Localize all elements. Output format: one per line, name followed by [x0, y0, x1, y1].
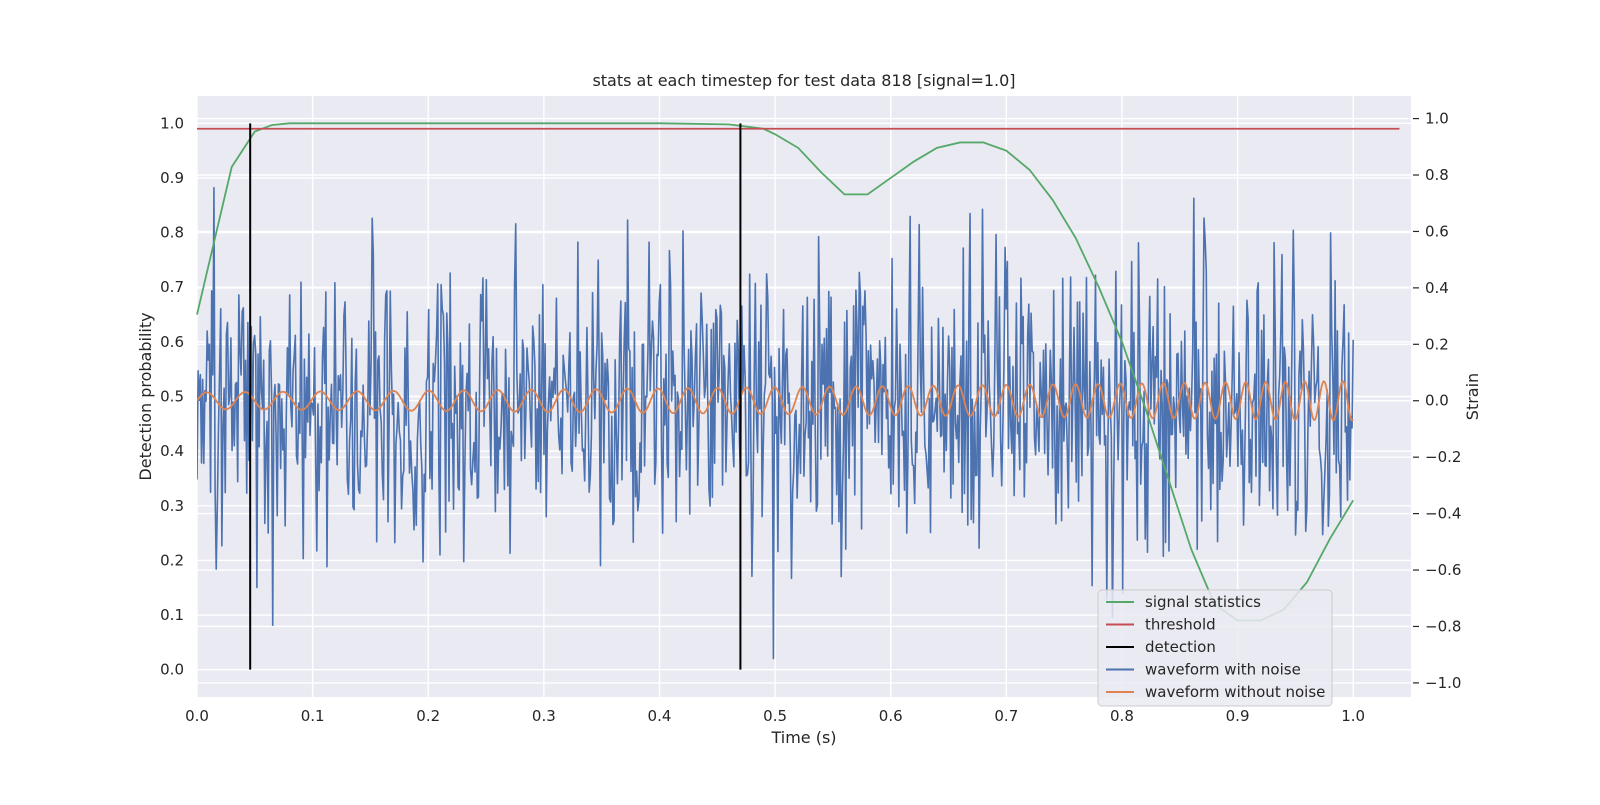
legend-label: waveform with noise	[1145, 661, 1301, 679]
y-tick-label-right: −0.4	[1425, 505, 1461, 523]
y-tick-label-right: 0.6	[1425, 222, 1449, 240]
y-tick-label-left: 0.6	[160, 333, 184, 351]
x-tick-label: 0.3	[532, 707, 556, 725]
y-axis-label-left: Detection probability	[136, 312, 155, 480]
y-tick-label-right: −0.8	[1425, 617, 1461, 635]
x-tick-label: 0.4	[648, 707, 672, 725]
y-tick-label-left: 0.1	[160, 606, 184, 624]
y-tick-label-right: −0.2	[1425, 448, 1461, 466]
y-tick-label-left: 0.4	[160, 442, 184, 460]
x-tick-label: 0.2	[416, 707, 440, 725]
x-tick-label: 1.0	[1341, 707, 1365, 725]
x-tick-label: 0.0	[185, 707, 209, 725]
legend-box	[1097, 589, 1333, 707]
y-tick-label-right: 0.2	[1425, 335, 1449, 353]
y-tick-label-left: 0.8	[160, 224, 184, 242]
y-tick-label-right: 0.4	[1425, 279, 1449, 297]
x-tick-label: 0.6	[879, 707, 903, 725]
series-waveform-with-noise	[197, 186, 1354, 660]
y-tick-label-left: 0.2	[160, 551, 184, 569]
legend-label: signal statistics	[1145, 593, 1261, 611]
legend-label: detection	[1145, 638, 1216, 656]
y-tick-label-right: 0.8	[1425, 166, 1449, 184]
y-tick-label-left: 0.7	[160, 278, 184, 296]
strain-series	[197, 186, 1354, 660]
y-tick-label-left: 0.5	[160, 388, 184, 406]
x-tick-label: 0.7	[994, 707, 1018, 725]
ticks: 0.0 0.1 0.2 0.3 0.4 0.5 0.6 0.7 0.8 0.9 1.0 0.0 0.1 0…	[160, 110, 1461, 725]
x-axis-label: Time (s)	[770, 728, 836, 747]
y-tick-label-left: 0.9	[160, 169, 184, 187]
y-tick-label-left: 0.3	[160, 497, 184, 515]
x-tick-label: 0.8	[1110, 707, 1134, 725]
x-tick-label: 0.5	[763, 707, 787, 725]
x-tick-label: 0.1	[301, 707, 325, 725]
series-waveform-without-noise	[197, 380, 1354, 422]
y-tick-label-right: 0.0	[1425, 392, 1449, 410]
y-tick-label-right: −0.6	[1425, 561, 1461, 579]
y-axis-label-right: Strain	[1463, 373, 1482, 420]
y-tick-label-left: 1.0	[160, 114, 184, 132]
y-tick-label-right: 1.0	[1425, 110, 1449, 128]
y-tick-label-right: −1.0	[1425, 674, 1461, 692]
legend: signal statistics threshold detection wavef…	[1097, 589, 1333, 707]
y-tick-label-left: 0.0	[160, 661, 184, 679]
legend-label: threshold	[1145, 616, 1216, 634]
legend-label: waveform without noise	[1145, 683, 1325, 701]
chart-title: stats at each timestep for test data 818…	[592, 71, 1015, 90]
x-tick-label: 0.9	[1226, 707, 1250, 725]
